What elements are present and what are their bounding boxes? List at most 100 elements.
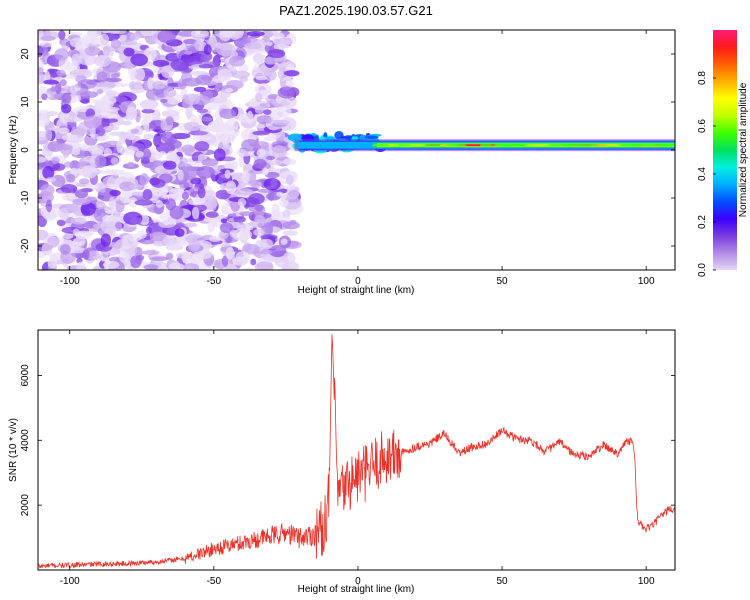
noise-blob: [196, 165, 215, 179]
tone-band: [287, 131, 675, 154]
noise-blob: [149, 231, 167, 242]
noise-blob: [282, 209, 291, 218]
noise-blob: [143, 118, 150, 133]
noise-blob: [40, 35, 56, 41]
noise-blob: [243, 42, 262, 50]
noise-blob: [152, 81, 166, 90]
noise-blob: [233, 216, 246, 223]
noise-blob: [172, 188, 181, 194]
noise-blob: [256, 148, 266, 158]
noise-blob: [275, 106, 292, 118]
noise-blob: [197, 186, 206, 199]
noise-blob: [59, 79, 67, 87]
noise-blob: [38, 67, 44, 75]
noise-blob: [263, 109, 272, 115]
noise-blob: [255, 75, 268, 81]
noise-blob: [265, 155, 276, 161]
snr-panel: -100 -50 0 50 100 6000 4000 2000 Height of str…: [8, 329, 676, 595]
snr-x-tick-label: 50: [496, 576, 508, 587]
noise-blob: [60, 244, 71, 255]
snr-y-tick-label: 4000: [20, 429, 31, 452]
noise-blob: [265, 221, 274, 235]
snr-x-label: Height of straight line (km): [298, 584, 415, 595]
noise-blob: [190, 30, 210, 38]
noise-blob: [106, 175, 123, 190]
noise-blob: [201, 158, 219, 167]
noise-blob: [66, 173, 76, 183]
snr-x-tick-label: 100: [638, 576, 655, 587]
noise-blob: [165, 116, 174, 126]
noise-blob: [133, 80, 143, 90]
noise-blob: [142, 189, 153, 201]
noise-blob: [279, 199, 289, 208]
noise-blob: [205, 211, 219, 218]
noise-blob: [276, 191, 284, 197]
noise-blob: [74, 230, 93, 240]
noise-blob: [129, 32, 141, 41]
noise-blob: [81, 98, 90, 104]
noise-blob: [203, 190, 217, 200]
noise-blob: [216, 43, 237, 57]
noise-blob: [73, 68, 91, 76]
noise-blob: [235, 188, 254, 196]
noise-blob: [99, 82, 115, 88]
noise-blob: [254, 215, 265, 222]
noise-blob: [136, 254, 145, 261]
noise-blob: [143, 133, 154, 140]
noise-blob: [47, 257, 57, 269]
snr-y-label: SNR (10 * v/v): [8, 418, 19, 482]
tone-ridge-blob: [409, 144, 426, 147]
noise-blob: [185, 264, 195, 270]
noise-blob: [224, 169, 231, 179]
noise-blob: [160, 119, 167, 132]
noise-blob: [221, 203, 229, 215]
noise-blob: [281, 266, 296, 270]
noise-blob: [250, 181, 263, 188]
noise-blob: [122, 120, 132, 126]
snr-y-tick-label: 6000: [20, 364, 31, 387]
noise-blob: [193, 249, 213, 260]
spectrogram-y-ticks: 20 10 0 -10 -20: [20, 48, 675, 253]
spectrogram-y-tick-label: 10: [20, 96, 31, 108]
noise-blob: [279, 77, 294, 91]
noise-blob: [200, 75, 214, 81]
noise-blob: [219, 182, 234, 188]
noise-blob: [264, 171, 280, 179]
noise-blob: [184, 222, 198, 228]
noise-blob: [60, 184, 78, 193]
tone-ridge-blob: [525, 144, 549, 147]
noise-blob: [248, 193, 265, 205]
noise-blob: [122, 233, 143, 242]
noise-blob: [107, 30, 127, 35]
noise-blob: [63, 161, 73, 168]
noise-blob: [178, 238, 188, 246]
noise-blob: [56, 69, 66, 77]
noise-blob: [91, 132, 110, 141]
noise-blob: [161, 110, 180, 118]
noise-blob: [273, 38, 280, 45]
noise-blob: [183, 38, 198, 45]
noise-region: [38, 30, 304, 270]
noise-blob: [250, 258, 257, 266]
noise-blob: [208, 235, 222, 243]
noise-blob: [51, 157, 60, 165]
noise-blob: [108, 196, 116, 210]
noise-blob: [253, 158, 267, 169]
noise-blob: [110, 157, 119, 166]
noise-blob: [69, 160, 81, 171]
noise-blob: [100, 220, 115, 233]
spectrogram-y-tick-label: 0: [20, 147, 31, 153]
noise-blob: [96, 203, 107, 209]
noise-blob: [130, 217, 142, 225]
noise-blob: [158, 220, 176, 229]
noise-blob: [95, 124, 106, 137]
noise-blob: [139, 99, 159, 110]
spectrogram-x-tick-label: 50: [496, 276, 508, 287]
snr-series-line: [38, 334, 675, 569]
tone-ridge-blob: [492, 144, 518, 147]
noise-blob: [74, 189, 89, 199]
noise-blob: [102, 260, 120, 269]
noise-blob: [241, 243, 260, 255]
noise-blob: [41, 93, 48, 101]
